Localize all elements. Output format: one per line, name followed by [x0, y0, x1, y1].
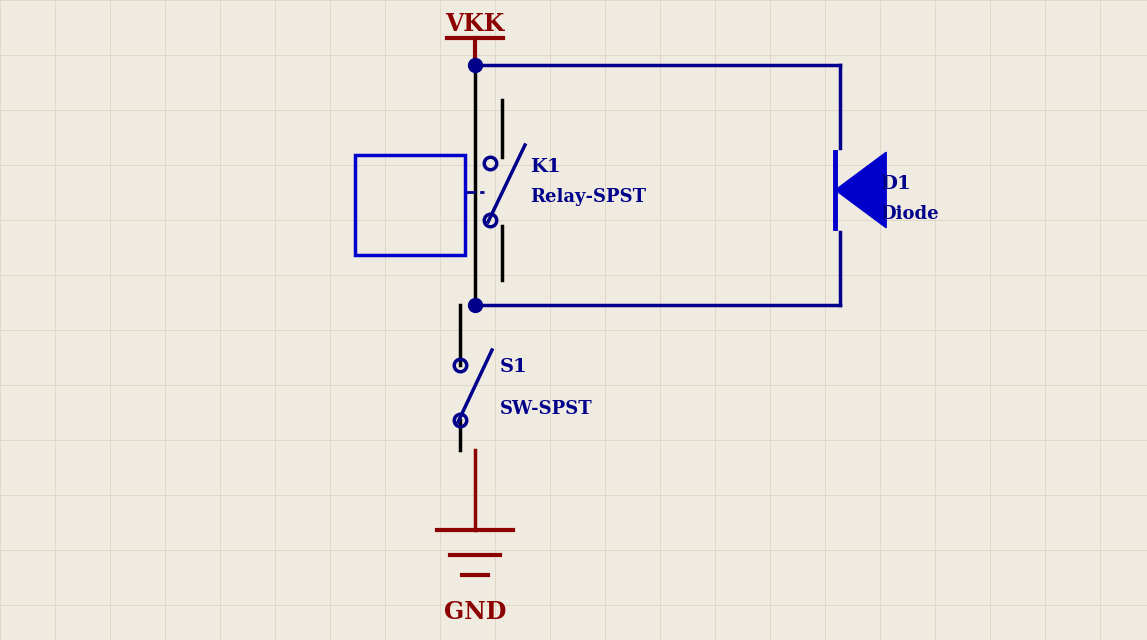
Text: GND: GND	[444, 600, 506, 624]
Text: Diode: Diode	[880, 205, 938, 223]
Text: K1: K1	[530, 158, 561, 176]
Text: VKK: VKK	[445, 12, 505, 36]
Bar	[356, 155, 465, 255]
Text: Relay-SPST: Relay-SPST	[530, 188, 646, 206]
Text: SW-SPST: SW-SPST	[500, 400, 593, 418]
Text: S1: S1	[500, 358, 528, 376]
Polygon shape	[835, 152, 887, 228]
Text: D1: D1	[880, 175, 911, 193]
